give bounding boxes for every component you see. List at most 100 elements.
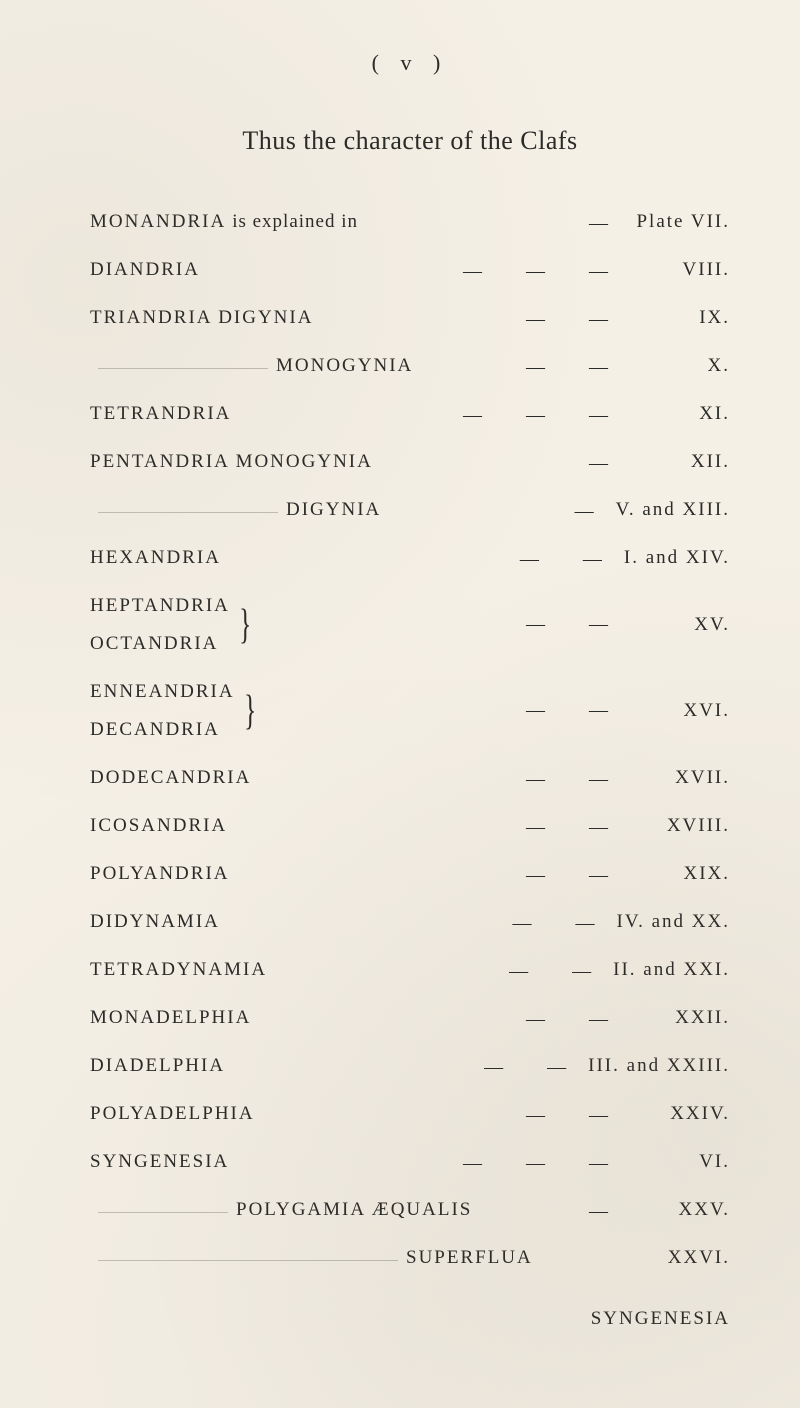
entry-icosandria: ICOSANDRIA XVIII. [90, 815, 730, 841]
entry-diandria: DIANDRIA VIII. [90, 259, 730, 285]
dash [589, 357, 608, 379]
brace-items: HEPTANDRIA OCTANDRIA [90, 595, 230, 655]
entry-polygamia-superflua: SUPERFLUA XXVI. [90, 1247, 730, 1273]
entry-pentandria-digynia: DIGYNIA V. and XIII. [90, 499, 730, 525]
entry-diadelphia: DIADELPHIA III. and XXIII. [90, 1055, 730, 1081]
plate-ref: XXVI. [630, 1247, 730, 1269]
dash [484, 1057, 503, 1079]
entry-heptandria-octandria: HEPTANDRIA OCTANDRIA } XV. [90, 595, 730, 655]
plate-ref: XXII. [630, 1007, 730, 1029]
plate-ref: XVIII. [630, 815, 730, 837]
dash [526, 1105, 545, 1127]
plate-ref: II. and XXI. [613, 959, 730, 981]
page-number: ( v ) [90, 50, 730, 76]
dash [583, 549, 602, 571]
entry-label: PENTANDRIA MONOGYNIA [90, 451, 373, 473]
plate-ref: XXV. [630, 1199, 730, 1221]
dash [576, 913, 595, 935]
brace-icon: } [241, 701, 261, 722]
plate-ref: V. and XIII. [616, 499, 730, 521]
entry-label: OCTANDRIA [90, 633, 230, 655]
dash [463, 405, 482, 427]
plate-ref: I. and XIV. [624, 547, 730, 569]
entry-label: TETRANDRIA [90, 403, 231, 425]
entry-label: POLYANDRIA [90, 863, 230, 885]
entry-label: MONADELPHIA [90, 1007, 251, 1029]
dash [589, 261, 608, 283]
dash [526, 700, 545, 722]
dash [463, 261, 482, 283]
catchword: SYNGENESIA [90, 1308, 730, 1330]
dash [526, 357, 545, 379]
dash [575, 501, 594, 523]
entry-monadelphia: MONADELPHIA XXII. [90, 1007, 730, 1033]
leader-rule [98, 368, 268, 369]
entry-triandria-monogynia: MONOGYNIA X. [90, 355, 730, 381]
dash [526, 865, 545, 887]
entry-polyadelphia: POLYADELPHIA XXIV. [90, 1103, 730, 1129]
entry-label: DIGYNIA [286, 499, 381, 521]
entry-label: SYNGENESIA [90, 1151, 229, 1173]
plate-ref: VIII. [630, 259, 730, 281]
entry-label: DECANDRIA [90, 719, 235, 741]
plate-ref: XVI. [630, 700, 730, 722]
dash [526, 309, 545, 331]
entry-label: HEPTANDRIA [90, 595, 230, 617]
dash [589, 1201, 608, 1223]
plate-ref: VI. [630, 1151, 730, 1173]
entry-label: MONOGYNIA [276, 355, 413, 377]
entry-dodecandria: DODECANDRIA XVII. [90, 767, 730, 793]
leader-rule [98, 1212, 228, 1213]
dash [589, 700, 608, 722]
entry-hexandria: HEXANDRIA I. and XIV. [90, 547, 730, 573]
dash [526, 405, 545, 427]
plate-ref: IV. and XX. [617, 911, 730, 933]
entry-label: DIDYNAMIA [90, 911, 220, 933]
plate-ref: XV. [630, 614, 730, 636]
dash [526, 1009, 545, 1031]
plate-ref: Plate VII. [630, 211, 730, 233]
dash [526, 1153, 545, 1175]
dash [589, 405, 608, 427]
dash [547, 1057, 566, 1079]
entry-label: TETRADYNAMIA [90, 959, 267, 981]
dash [572, 961, 591, 983]
dash [526, 614, 545, 636]
entry-enneandria-decandria: ENNEANDRIA DECANDRIA } XVI. [90, 681, 730, 741]
dash [589, 817, 608, 839]
entry-tetradynamia: TETRADYNAMIA II. and XXI. [90, 959, 730, 985]
entry-tetrandria: TETRANDRIA XI. [90, 403, 730, 429]
dash [589, 614, 608, 636]
plate-ref: XII. [630, 451, 730, 473]
dash [520, 549, 539, 571]
entry-label: DIADELPHIA [90, 1055, 225, 1077]
dash [589, 213, 608, 235]
entry-label: DODECANDRIA [90, 767, 251, 789]
entry-didynamia: DIDYNAMIA IV. and XX. [90, 911, 730, 937]
plate-ref: XIX. [630, 863, 730, 885]
dash [526, 817, 545, 839]
plate-ref: XI. [630, 403, 730, 425]
plate-ref: IX. [630, 307, 730, 329]
entry-polygamia-aequalis: POLYGAMIA ÆQUALIS XXV. [90, 1199, 730, 1225]
entry-label: HEXANDRIA [90, 547, 221, 569]
entry-label: ICOSANDRIA [90, 815, 227, 837]
entry-syngenesia: SYNGENESIA VI. [90, 1151, 730, 1177]
plate-ref: III. and XXIII. [588, 1055, 730, 1077]
entry-label: TRIANDRIA DIGYNIA [90, 307, 313, 329]
leader-rule [98, 512, 278, 513]
dash [509, 961, 528, 983]
entry-label: ENNEANDRIA [90, 681, 235, 703]
entry-triandria-digynia: TRIANDRIA DIGYNIA IX. [90, 307, 730, 333]
dash [589, 769, 608, 791]
dash [463, 1153, 482, 1175]
dash [589, 453, 608, 475]
brace-icon: } [237, 615, 257, 636]
dash [526, 261, 545, 283]
dash [589, 309, 608, 331]
plate-ref: XVII. [630, 767, 730, 789]
page-title: Thus the character of the Clafs [90, 126, 730, 156]
leader-rule [98, 1260, 398, 1261]
entry-label: DIANDRIA [90, 259, 200, 281]
entry-suffix: is explained in [232, 211, 358, 233]
